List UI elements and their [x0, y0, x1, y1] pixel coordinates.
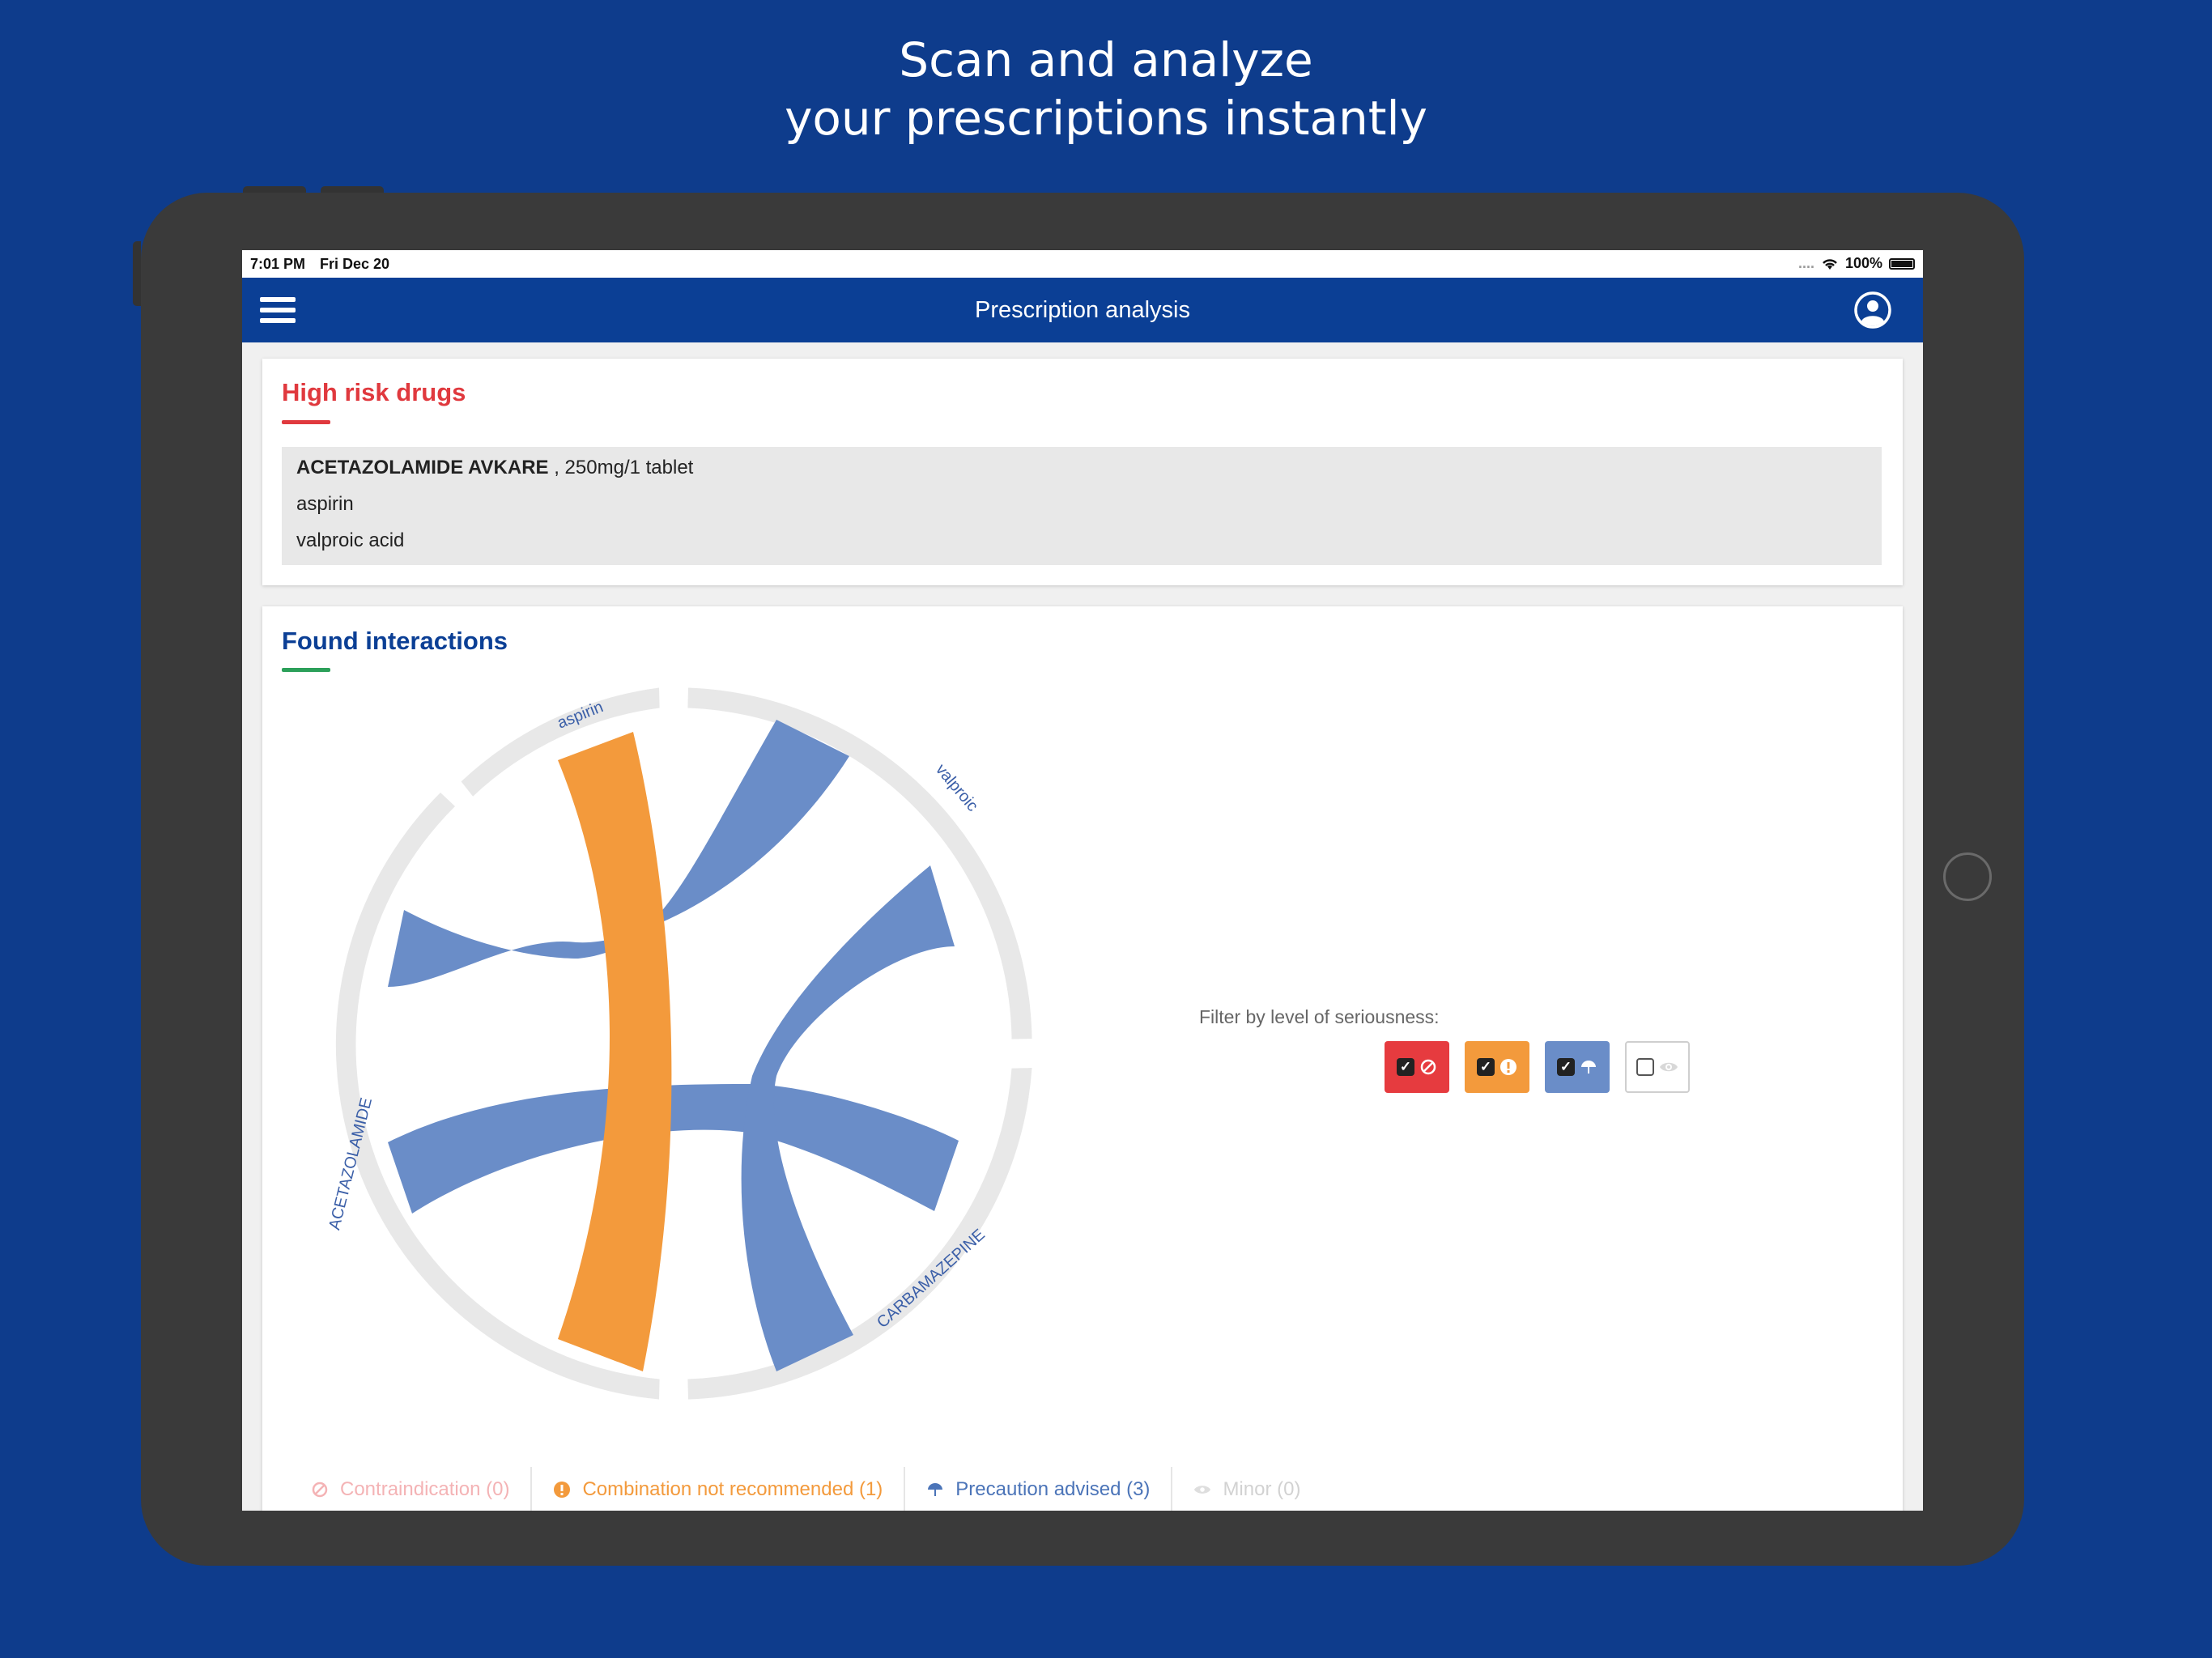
found-interactions-title: Found interactions — [282, 627, 508, 655]
high-risk-drug-list: ACETAZOLAMIDE AVKARE , 250mg/1 tablet as… — [282, 447, 1882, 565]
marketing-headline: Scan and analyze your prescriptions inst… — [0, 31, 2212, 147]
exclamation-icon — [1500, 1059, 1516, 1075]
headline-line-1: Scan and analyze — [899, 32, 1313, 87]
headline-line-2: your prescriptions instantly — [785, 91, 1427, 146]
forbidden-icon — [1420, 1059, 1436, 1075]
chord-link-valproic-carbamazepine — [752, 865, 955, 1076]
status-date: Fri Dec 20 — [320, 256, 390, 272]
chord-link-valproic-acetazolamide — [388, 720, 849, 987]
page-title: Prescription analysis — [975, 297, 1190, 323]
title-underline — [282, 420, 330, 424]
high-risk-card: High risk drugs ACETAZOLAMIDE AVKARE , 2… — [262, 359, 1903, 585]
ring-segment-acetazolamide — [335, 793, 660, 1400]
chord-link-aspirin-carbamazepine — [558, 732, 672, 1371]
chord-link-acetazolamide-carbamazepine — [388, 1084, 959, 1214]
seriousness-filters: ✓ ✓ ✓ — [1385, 1041, 1690, 1093]
chord-link-carbamazepine-lower — [741, 1076, 853, 1371]
legend-minor[interactable]: Minor (0) — [1172, 1467, 1321, 1511]
ring-segment-valproic — [687, 687, 1032, 1039]
home-button[interactable] — [1943, 852, 1992, 901]
checkbox-checked-icon: ✓ — [1477, 1058, 1495, 1076]
checkbox-unchecked-icon — [1636, 1058, 1654, 1076]
legend-precaution-advised[interactable]: Precaution advised (3) — [905, 1467, 1171, 1511]
legend-divider — [1171, 1467, 1173, 1511]
chord-links — [388, 720, 959, 1371]
top-navbar: Prescription analysis — [242, 278, 1923, 342]
legend-label: Minor (0) — [1223, 1478, 1301, 1500]
legend-label: Combination not recommended (1) — [582, 1478, 883, 1500]
drug-item: aspirin — [296, 493, 354, 515]
legend-label: Precaution advised (3) — [955, 1478, 1151, 1500]
found-interactions-card: Found interactions aspirin valproic CARBAM… — [262, 606, 1903, 1511]
legend-divider — [530, 1467, 533, 1511]
drug-item: valproic acid — [296, 529, 405, 551]
filter-contraindication-toggle[interactable]: ✓ — [1385, 1041, 1449, 1093]
umbrella-icon — [928, 1483, 943, 1496]
exclamation-icon — [554, 1482, 571, 1498]
ring-segment-aspirin — [461, 687, 660, 797]
hamburger-menu-icon[interactable] — [260, 295, 296, 325]
title-underline — [282, 668, 330, 672]
filter-not-recommended-toggle[interactable]: ✓ — [1465, 1041, 1529, 1093]
eye-icon — [1194, 1486, 1211, 1494]
severity-legend: Contraindication (0) Combination not rec… — [311, 1467, 1321, 1511]
status-bar: 7:01 PM Fri Dec 20 .... 100% — [242, 250, 1923, 278]
ring-segment-carbamazepine — [687, 1068, 1032, 1400]
high-risk-title: High risk drugs — [282, 378, 466, 406]
side-button — [133, 241, 141, 306]
filter-label: Filter by level of seriousness: — [1199, 1006, 1440, 1027]
interaction-chord-chart: aspirinvalproicCARBAMAZEPINEACETAZOLAMID… — [325, 687, 1032, 1400]
battery-percent: 100% — [1844, 255, 1882, 271]
battery-icon — [1889, 257, 1915, 270]
filter-precaution-toggle[interactable]: ✓ — [1545, 1041, 1610, 1093]
filter-minor-toggle[interactable] — [1625, 1041, 1690, 1093]
user-circle-icon[interactable] — [1853, 291, 1892, 329]
volume-button — [243, 186, 306, 194]
legend-divider — [904, 1467, 906, 1511]
app-screen: 7:01 PM Fri Dec 20 .... 100% Prescriptio… — [242, 250, 1923, 1511]
status-right: .... 100% — [1798, 255, 1915, 272]
legend-contraindication[interactable]: Contraindication (0) — [311, 1467, 530, 1511]
chord-node-label: CARBAMAZEPINE — [874, 1226, 989, 1332]
chord-ring — [335, 687, 1032, 1400]
volume-button — [321, 186, 384, 194]
legend-label: Contraindication (0) — [340, 1478, 510, 1500]
forbidden-icon — [312, 1482, 328, 1498]
cell-signal-icon: .... — [1797, 255, 1814, 271]
umbrella-icon — [1581, 1061, 1596, 1073]
drug-item: ACETAZOLAMIDE AVKARE , 250mg/1 tablet — [296, 457, 694, 478]
status-time: 7:01 PM — [250, 256, 306, 272]
legend-combination-not-recommended[interactable]: Combination not recommended (1) — [532, 1467, 904, 1511]
checkbox-checked-icon: ✓ — [1557, 1058, 1575, 1076]
eye-icon — [1660, 1062, 1678, 1072]
checkbox-checked-icon: ✓ — [1397, 1058, 1414, 1076]
wifi-icon — [1823, 258, 1837, 270]
